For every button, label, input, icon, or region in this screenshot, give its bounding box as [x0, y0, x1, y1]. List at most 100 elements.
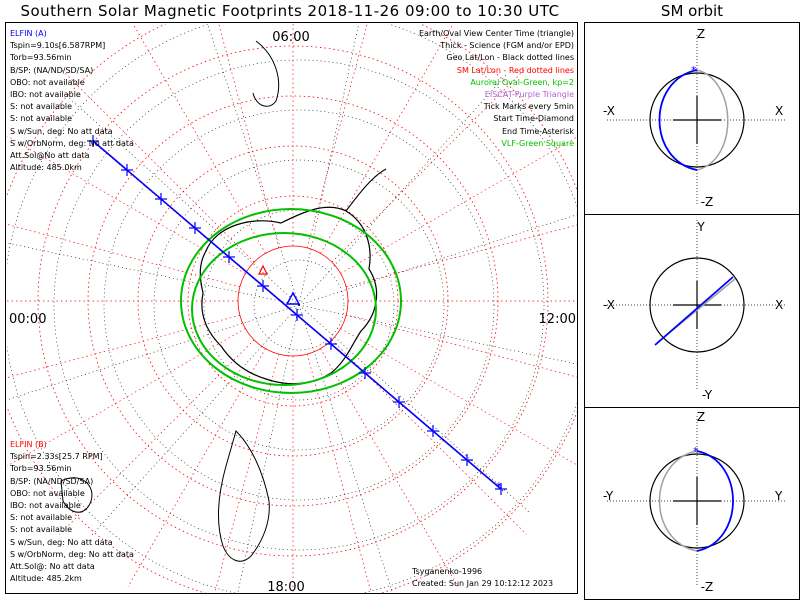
- sm-meridian: [7, 224, 240, 288]
- sm-meridian: [127, 348, 266, 587]
- orbit-start-mark: *: [691, 64, 697, 77]
- elfin-b-triangle: [258, 264, 268, 275]
- polar-footprint-plot: * 06:00 00:00 12:00 18:00: [5, 22, 578, 594]
- sm-orbit-panel-xy: Y -Y -X X: [584, 214, 800, 408]
- auroral-oval: [180, 208, 402, 394]
- elfin-b-line: OBO: not available: [10, 488, 85, 498]
- sm-orbit-panel-yz: Z -Z -Y Y *: [584, 407, 800, 600]
- end-asterisk: *: [496, 480, 502, 494]
- sm-meridian: [306, 354, 372, 593]
- peninsula-outline: [345, 168, 387, 212]
- sm-meridian: [214, 354, 280, 593]
- oval-inner: [191, 232, 377, 386]
- view-center-triangle: [285, 291, 301, 305]
- elfin-a-name: ELFIN (A): [10, 29, 47, 38]
- elfin-b-line: IBO: not available: [10, 501, 81, 511]
- time-label-top: 06:00: [272, 30, 309, 45]
- orbit-back: [658, 450, 698, 552]
- legend-item: Start Time-Diamond: [493, 114, 574, 124]
- elfin-b-line: S w/Sun, deg: No att data: [10, 537, 113, 547]
- sm-meridian: [320, 348, 459, 587]
- geo-meridian: [298, 24, 360, 306]
- legend-item: VLF-Green Square: [501, 138, 574, 148]
- geo-lat-circle: [203, 209, 395, 401]
- geo-lat-circle: [153, 159, 445, 451]
- legend-item: Geo Lat/Lon - Black dotted lines: [446, 53, 574, 63]
- axis-label-left: -X: [603, 298, 615, 312]
- legend-item: Thick - Science (FGM and/or EPD): [440, 41, 574, 51]
- time-label-right: 12:00: [539, 312, 576, 327]
- legend-item: SM Lat/Lon - Red dotted lines: [456, 65, 574, 75]
- orbit-front: [696, 450, 734, 552]
- sm-meridian: [346, 224, 577, 288]
- sm-orbit-title: SM orbit: [660, 2, 724, 20]
- earth-circle: [649, 72, 745, 168]
- elfin-b-line: S: not available: [10, 513, 73, 523]
- sm-orbit-panel-xz: Z -Z -X X *: [584, 22, 800, 215]
- orbit-back: [696, 69, 729, 171]
- elfin-a-info: ELFIN (A) Tspin=9.10s[6.587RPM] Torb=93.…: [10, 28, 134, 174]
- elfin-a-line: S w/Sun, deg: No att data: [10, 126, 113, 136]
- geo-meridian: [207, 24, 300, 306]
- geo-meridian: [237, 304, 300, 593]
- elfin-a-line: Torb=93.56min: [10, 53, 72, 63]
- axis-label-right: X: [775, 104, 783, 118]
- geo-meridian: [7, 304, 300, 401]
- sm-lat-circle: [37, 45, 549, 557]
- sm-meridian: [7, 328, 246, 467]
- legend-item: Earth/Oval View Center Time (triangle): [418, 29, 574, 38]
- axis-label-bottom: -Y: [702, 388, 713, 402]
- axis-label-right: X: [775, 298, 783, 312]
- sm-meridian: [340, 328, 577, 466]
- time-label-bottom: 18:00: [267, 580, 304, 593]
- elfin-a-line: S: not available: [10, 102, 73, 112]
- orbit-trace: *: [607, 35, 787, 205]
- elfin-a-line: OBO: not available: [10, 77, 85, 87]
- axis-label-left: -X: [603, 104, 615, 118]
- geo-lat-circle: [253, 259, 345, 351]
- satellite-tracks: *: [87, 135, 507, 495]
- earth-circle: [649, 453, 745, 549]
- south-america-outline: [218, 430, 270, 562]
- sm-meridian: [218, 24, 280, 248]
- sm-meridian: [320, 24, 454, 254]
- geo-meridian: [7, 242, 300, 306]
- axis-label-bottom: -Z: [701, 580, 714, 594]
- orbit-trace: *: [607, 416, 787, 586]
- axis-label-top: Z: [697, 410, 705, 424]
- geo-lat-circle: [103, 109, 495, 501]
- plot-legend: Earth/Oval View Center Time (triangle) T…: [419, 28, 574, 150]
- time-label-left: 00:00: [9, 312, 46, 327]
- australia-outline: [252, 40, 280, 107]
- antarctica-outline: [199, 206, 378, 385]
- elfin-b-line: S w/OrbNorm, deg: No att data: [10, 549, 134, 559]
- model-name: Tsyganenko-1996: [412, 567, 483, 576]
- elfin-b-name: ELFIN (B): [10, 440, 47, 449]
- earth-circle: [649, 257, 745, 353]
- polar-map-svg: * 06:00 00:00 12:00 18:00: [7, 24, 577, 593]
- geo-lat-circle: [53, 59, 545, 551]
- island-outline: [60, 477, 93, 513]
- elfin-a-line: Altitude: 485.0km: [10, 163, 82, 173]
- geo-meridian: [298, 214, 577, 306]
- geo-lat-lon-grid: [7, 24, 577, 593]
- elfin-a-line: Tspin=9.10s[6.587RPM]: [10, 41, 106, 51]
- axis-label-top: Z: [697, 27, 705, 41]
- elfin-a-line: IBO: not available: [10, 90, 81, 100]
- elfin-b-line: Torb=93.56min: [10, 464, 72, 474]
- sm-meridian: [132, 24, 266, 254]
- sm-meridian: [306, 24, 368, 248]
- axis-label-top: Y: [696, 220, 705, 234]
- axis-label-left: -Y: [603, 489, 614, 503]
- sm-orbit-xy-svg: Y -Y -X X: [603, 220, 787, 402]
- created-timestamp: Created: Sun Jan 29 10:12:12 2023: [412, 579, 554, 588]
- antarctica-coastline: [60, 40, 387, 562]
- orbit-front: [654, 276, 734, 346]
- sm-meridian: [340, 136, 577, 274]
- axis-label-bottom: -Z: [701, 195, 714, 209]
- orbit-start-mark: *: [693, 445, 699, 458]
- elfin-b-line: Att.Sol@: No att data: [10, 562, 95, 572]
- oval-outer: [180, 208, 402, 394]
- sm-lat-circle: [87, 95, 499, 507]
- elfin-b-line: B/SP: (NA/ND/SD/SA): [10, 476, 94, 486]
